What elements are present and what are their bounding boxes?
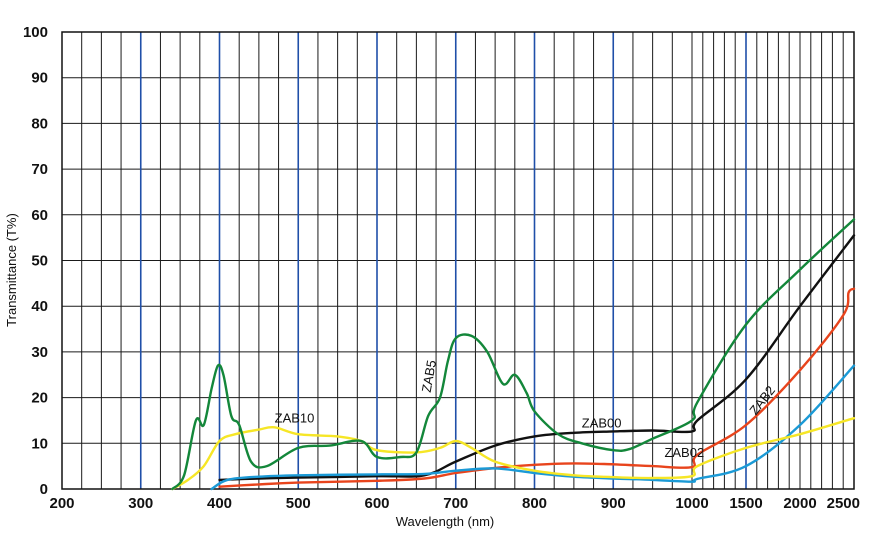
- x-tick-label: 900: [601, 495, 626, 512]
- x-tick-label: 300: [128, 495, 153, 512]
- y-tick-label: 70: [31, 161, 48, 178]
- series-line-zab5: [171, 218, 856, 491]
- x-tick-label: 600: [364, 495, 389, 512]
- series-label-zab02: ZAB02: [664, 445, 704, 460]
- y-tick-label: 40: [31, 298, 48, 315]
- y-tick-label: 90: [31, 70, 48, 87]
- x-tick-label: 2500: [827, 495, 860, 512]
- x-tick-label: 800: [522, 495, 547, 512]
- y-tick-label: 0: [40, 481, 48, 498]
- x-tick-label: 200: [49, 495, 74, 512]
- y-tick-label: 10: [31, 435, 48, 452]
- y-axis-title: Transmittance (T%): [4, 213, 19, 327]
- series-line-zab00: [218, 234, 856, 482]
- x-tick-label: 1500: [729, 495, 762, 512]
- y-tick-label: 80: [31, 115, 48, 132]
- y-tick-label: 20: [31, 390, 48, 407]
- x-tick-labels: 200 300 400 500 600 700 800 900 1000 1500 2000 2500: [49, 495, 860, 512]
- grid-lines: [62, 32, 854, 489]
- y-tick-label: 100: [23, 24, 48, 41]
- x-tick-label: 2000: [783, 495, 816, 512]
- grid-major-lines: [139, 32, 747, 489]
- series-lines: [171, 218, 856, 491]
- y-tick-label: 60: [31, 207, 48, 224]
- series-label-zab5: ZAB5: [419, 359, 439, 394]
- y-tick-label: 30: [31, 344, 48, 361]
- y-tick-labels: 0 10 20 30 40 50 60 70 80 90 100: [23, 24, 48, 498]
- series-line-zab2: [210, 364, 856, 491]
- series-label-zab00: ZAB00: [582, 415, 622, 430]
- x-tick-label: 400: [207, 495, 232, 512]
- y-tick-label: 50: [31, 253, 48, 270]
- series-line-zab02: [218, 287, 856, 488]
- series-line-zab10: [171, 417, 856, 491]
- x-tick-label: 700: [443, 495, 468, 512]
- x-tick-label: 1000: [675, 495, 708, 512]
- series-label-zab10: ZAB10: [275, 411, 315, 426]
- plot-frame: [61, 31, 855, 490]
- x-tick-label: 500: [286, 495, 311, 512]
- x-axis-title: Wavelength (nm): [396, 514, 495, 529]
